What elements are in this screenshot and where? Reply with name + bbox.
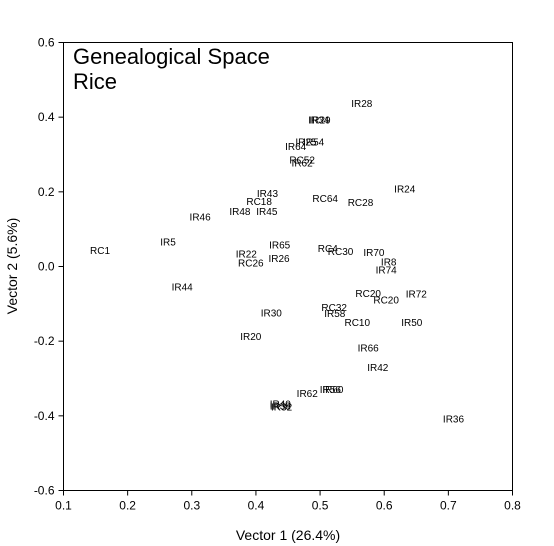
point-label: IR20 (240, 332, 262, 343)
point-label: IR65 (269, 241, 291, 252)
y-tick-label: 0.4 (38, 110, 55, 124)
point-label: IR25 (295, 138, 317, 149)
x-tick-label: 0.1 (55, 499, 72, 513)
point-label: IR30 (261, 309, 283, 320)
point-label: IR22 (236, 249, 258, 260)
point-label: RC26 (238, 258, 264, 269)
point-label: IR29 (310, 115, 332, 126)
y-tick-label: -0.4 (34, 409, 55, 423)
point-label: RC20 (355, 289, 381, 300)
point-label: IR38 (270, 402, 292, 413)
point-label: IR24 (394, 185, 416, 196)
point-label: IR62 (297, 389, 319, 400)
point-label: RC28 (348, 198, 374, 209)
point-label: RC64 (312, 194, 338, 205)
x-tick-label: 0.8 (504, 499, 521, 513)
point-label: IR5 (160, 238, 176, 249)
point-label: RC30 (328, 247, 354, 258)
point-label: RC1 (90, 246, 110, 257)
point-label: IR44 (172, 283, 194, 294)
point-label: IR36 (443, 414, 465, 425)
point-label: RC32 (321, 303, 347, 314)
point-label: IR45 (256, 207, 278, 218)
point-label: RC20 (373, 296, 399, 307)
x-tick-label: 0.4 (248, 499, 265, 513)
x-tick-label: 0.6 (376, 499, 393, 513)
point-label: IR40 (270, 399, 292, 410)
x-tick-label: 0.2 (119, 499, 136, 513)
y-axis: 0.6 0.4 0.2 0.0 -0.2 -0.4 -0.6 (34, 36, 64, 498)
point-label: RC52 (289, 156, 315, 167)
point-label: IR46 (190, 212, 212, 223)
point-label: IR66 (358, 343, 380, 354)
x-tick-label: 0.3 (183, 499, 200, 513)
y-tick-label: -0.2 (34, 334, 55, 348)
point-label: IR26 (268, 254, 290, 265)
y-tick-label: 0.0 (38, 260, 55, 274)
point-label: RC4 (318, 244, 338, 255)
point-label: IR72 (406, 290, 428, 301)
x-tick-label: 0.5 (312, 499, 329, 513)
x-tick-label: 0.7 (440, 499, 457, 513)
point-label: IR54 (303, 138, 325, 149)
point-label: IR70 (363, 248, 385, 259)
point-label: IR48 (229, 207, 251, 218)
x-axis-title: Vector 1 (26.4%) (236, 527, 340, 543)
point-label: IR58 (324, 309, 346, 320)
point-label: IR8 (381, 258, 397, 269)
point-label: RC10 (344, 318, 370, 329)
point-label: IR43 (257, 189, 279, 200)
chart-title-line-1: Genealogical Space (73, 44, 270, 69)
point-label: IR74 (376, 266, 398, 277)
point-label: IR64 (285, 142, 307, 153)
x-axis: 0.1 0.2 0.3 0.4 0.5 0.6 0.7 0.8 (55, 490, 521, 513)
point-labels: IR28IR29IR34IR25IR54IR64RC52IR62IR24IR43… (90, 99, 464, 425)
point-label: IR62 (292, 159, 314, 170)
point-label: RC18 (246, 197, 272, 208)
point-label: IR60 (322, 385, 344, 396)
chart-title-line-2: Rice (73, 69, 117, 94)
point-label: IR34 (308, 115, 330, 126)
y-axis-title: Vector 2 (5.6%) (4, 218, 20, 315)
y-tick-label: 0.6 (38, 36, 55, 50)
y-tick-label: 0.2 (38, 185, 55, 199)
point-label: IR28 (351, 99, 373, 110)
y-tick-label: -0.6 (34, 484, 55, 498)
point-label: IR42 (367, 363, 389, 374)
point-label: IR50 (401, 318, 423, 329)
point-label: IR56 (320, 385, 342, 396)
point-label: IR32 (271, 402, 293, 413)
